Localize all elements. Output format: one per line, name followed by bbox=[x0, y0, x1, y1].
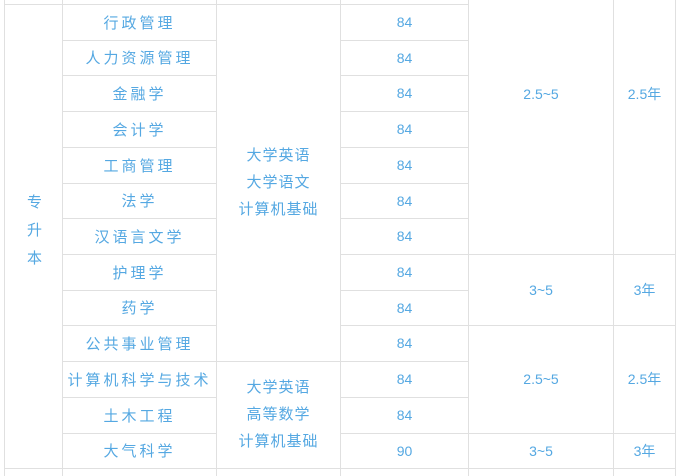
duration-years-cell: 2.5年 bbox=[627, 371, 662, 387]
major-cell: 护理学 bbox=[112, 264, 167, 282]
table-border bbox=[613, 0, 614, 476]
score-cell: 84 bbox=[396, 335, 413, 351]
table-border bbox=[4, 468, 676, 469]
table-border bbox=[340, 290, 468, 291]
table-border bbox=[62, 0, 63, 476]
subject-line: 计算机基础 bbox=[238, 433, 319, 450]
table-border bbox=[340, 183, 468, 184]
table-border bbox=[340, 397, 468, 398]
table-border bbox=[340, 40, 468, 41]
score-cell: 84 bbox=[396, 121, 413, 137]
score-cell: 84 bbox=[396, 371, 413, 387]
table-border bbox=[62, 218, 216, 219]
score-cell: 84 bbox=[396, 228, 413, 244]
table-border bbox=[340, 111, 468, 112]
table-border bbox=[62, 183, 216, 184]
section-level-cell: 专升本 bbox=[25, 194, 42, 278]
major-cell: 人力资源管理 bbox=[85, 50, 194, 67]
score-cell: 84 bbox=[396, 299, 413, 316]
table-border bbox=[62, 40, 216, 41]
table-border bbox=[62, 254, 216, 255]
subject-line: 大学语文 bbox=[246, 174, 311, 191]
table-border bbox=[340, 433, 676, 434]
major-cell: 金融学 bbox=[112, 85, 167, 103]
score-cell: 84 bbox=[396, 192, 413, 209]
major-cell: 大气科学 bbox=[103, 443, 176, 460]
table-border bbox=[340, 325, 676, 326]
subjects-cell: 大学英语 高等数学 计算机基础 bbox=[217, 361, 340, 468]
major-cell: 计算机科学与技术 bbox=[67, 371, 212, 389]
major-cell: 法学 bbox=[121, 193, 158, 210]
table-border bbox=[340, 0, 341, 476]
table-border bbox=[4, 4, 469, 5]
table-border bbox=[340, 75, 468, 76]
table-border bbox=[340, 147, 468, 148]
table-border bbox=[62, 75, 216, 76]
duration-years-cell: 3年 bbox=[633, 281, 656, 298]
major-cell: 行政管理 bbox=[103, 14, 176, 32]
duration-range-cell: 2.5~5 bbox=[523, 371, 559, 387]
score-cell: 84 bbox=[396, 264, 413, 280]
duration-years-cell: 3年 bbox=[633, 442, 656, 459]
score-cell: 84 bbox=[396, 14, 413, 30]
major-cell: 药学 bbox=[121, 300, 158, 317]
duration-range-cell: 3~5 bbox=[529, 442, 553, 459]
subject-line: 计算机基础 bbox=[238, 201, 319, 218]
table-border bbox=[340, 218, 468, 219]
table-border bbox=[468, 0, 469, 476]
table-border bbox=[62, 290, 216, 291]
duration-range-cell: 3~5 bbox=[529, 281, 553, 298]
table-border bbox=[4, 0, 5, 476]
table-border bbox=[340, 254, 676, 255]
subjects-cell: 大学英语 大学语文 计算机基础 bbox=[217, 4, 340, 361]
major-cell: 土木工程 bbox=[103, 407, 176, 425]
subject-line: 高等数学 bbox=[246, 406, 311, 423]
table-border bbox=[675, 0, 676, 476]
table-border bbox=[62, 361, 468, 362]
major-cell: 工商管理 bbox=[103, 157, 176, 175]
subject-line: 大学英语 bbox=[246, 379, 311, 396]
table-border bbox=[62, 397, 216, 398]
major-cell: 会计学 bbox=[112, 121, 167, 139]
table-border bbox=[62, 111, 216, 112]
score-cell: 84 bbox=[396, 49, 413, 66]
major-cell: 汉语言文学 bbox=[94, 228, 185, 246]
table-border bbox=[62, 433, 216, 434]
duration-range-cell: 2.5~5 bbox=[523, 85, 559, 102]
score-cell: 84 bbox=[396, 157, 413, 173]
score-cell: 90 bbox=[396, 442, 413, 459]
score-cell: 84 bbox=[396, 85, 413, 101]
score-cell: 84 bbox=[396, 407, 413, 423]
major-cell: 公共事业管理 bbox=[85, 335, 194, 353]
table-border bbox=[62, 325, 216, 326]
table-border bbox=[216, 0, 217, 476]
table-border bbox=[62, 147, 216, 148]
subject-line: 大学英语 bbox=[246, 147, 311, 164]
duration-years-cell: 2.5年 bbox=[627, 85, 662, 102]
